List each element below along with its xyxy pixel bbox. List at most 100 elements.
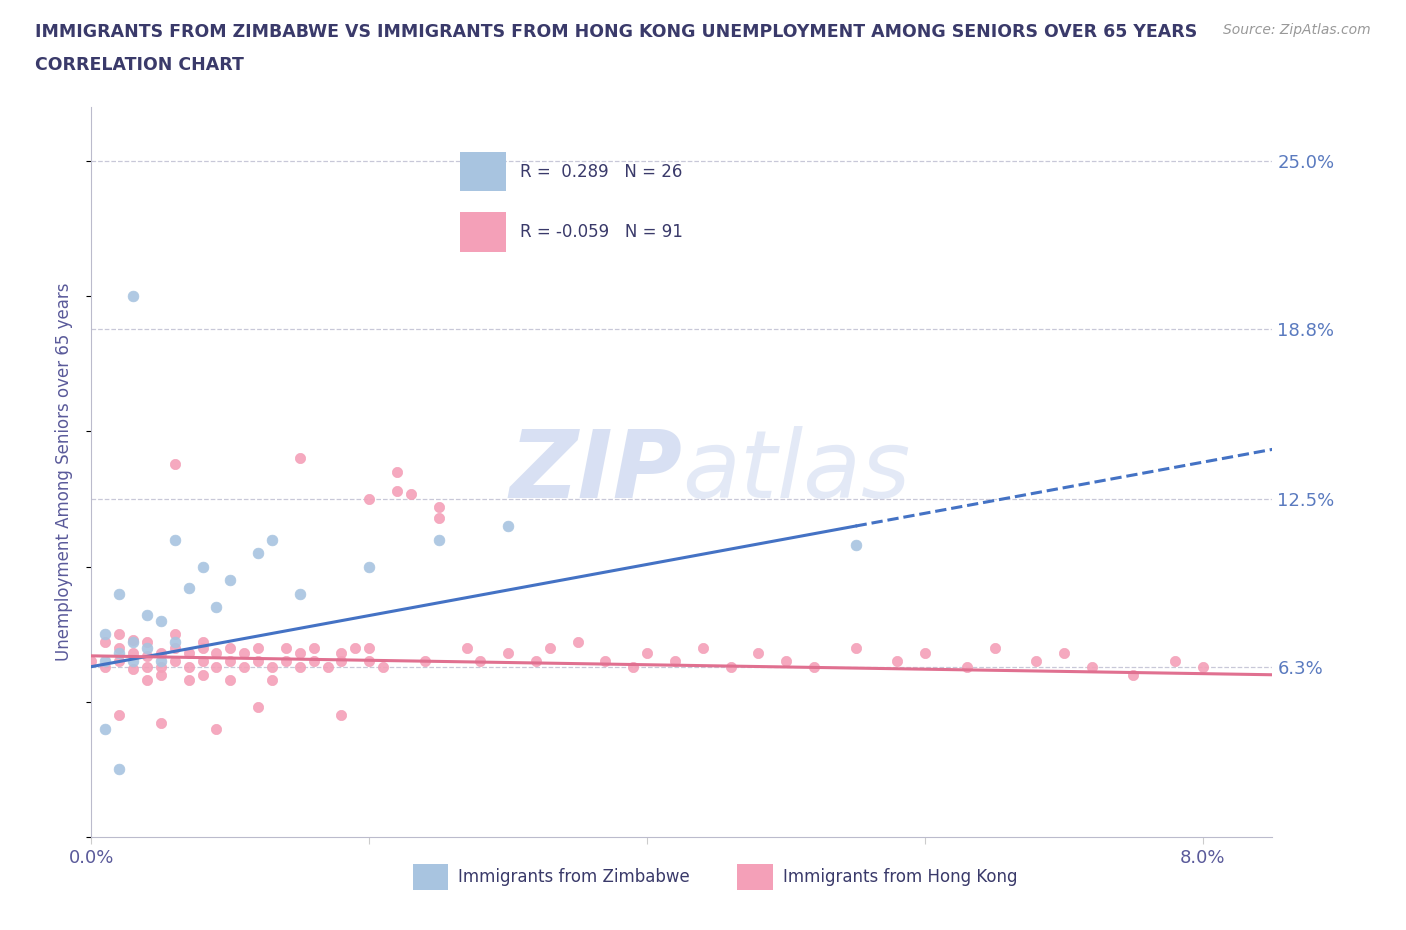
Point [385, 484, 408, 498]
Point [373, 659, 395, 674]
Point [205, 600, 228, 615]
Point [177, 581, 200, 596]
Point [149, 659, 172, 674]
Point [177, 645, 200, 660]
Point [1025, 654, 1047, 669]
Point [359, 654, 381, 669]
Point [385, 465, 408, 480]
Point [205, 645, 228, 660]
Point [233, 659, 256, 674]
Y-axis label: Unemployment Among Seniors over 65 years: Unemployment Among Seniors over 65 years [55, 283, 73, 661]
Point [496, 519, 519, 534]
Point [274, 640, 297, 655]
Text: CORRELATION CHART: CORRELATION CHART [35, 56, 245, 73]
Point [191, 559, 214, 574]
Point [94, 659, 117, 674]
Point [302, 640, 325, 655]
Point [260, 672, 283, 687]
Point [720, 659, 742, 674]
Point [636, 645, 658, 660]
Point [595, 654, 617, 669]
Point [886, 654, 908, 669]
Point [692, 640, 714, 655]
Point [149, 654, 172, 669]
Point [94, 654, 117, 669]
Point [470, 654, 492, 669]
Point [330, 654, 353, 669]
Point [177, 659, 200, 674]
Point [1081, 659, 1104, 674]
Point [399, 486, 422, 501]
Point [122, 289, 145, 304]
Point [775, 654, 797, 669]
Point [330, 645, 353, 660]
Point [205, 722, 228, 737]
Point [302, 654, 325, 669]
Point [122, 632, 145, 647]
Text: atlas: atlas [682, 427, 910, 517]
Point [191, 640, 214, 655]
Point [288, 659, 311, 674]
Point [914, 645, 936, 660]
Point [567, 635, 589, 650]
Point [122, 645, 145, 660]
Point [136, 659, 159, 674]
Point [664, 654, 686, 669]
Point [122, 662, 145, 677]
Point [1164, 654, 1187, 669]
Point [247, 699, 270, 714]
Point [330, 708, 353, 723]
Point [108, 586, 131, 601]
Point [108, 627, 131, 642]
Point [94, 722, 117, 737]
Point [80, 654, 103, 669]
Point [621, 659, 644, 674]
Text: IMMIGRANTS FROM ZIMBABWE VS IMMIGRANTS FROM HONG KONG UNEMPLOYMENT AMONG SENIORS: IMMIGRANTS FROM ZIMBABWE VS IMMIGRANTS F… [35, 23, 1198, 41]
Point [219, 672, 242, 687]
Point [136, 635, 159, 650]
Text: ZIP: ZIP [509, 426, 682, 518]
Point [163, 457, 186, 472]
Point [456, 640, 478, 655]
Point [122, 654, 145, 669]
Point [191, 668, 214, 683]
Point [163, 627, 186, 642]
Point [538, 640, 561, 655]
Point [94, 635, 117, 650]
Point [191, 635, 214, 650]
Point [177, 672, 200, 687]
Point [205, 659, 228, 674]
Point [344, 640, 367, 655]
Point [288, 645, 311, 660]
Point [803, 659, 825, 674]
Point [359, 492, 381, 507]
Text: Source: ZipAtlas.com: Source: ZipAtlas.com [1223, 23, 1371, 37]
Point [163, 532, 186, 547]
Point [288, 451, 311, 466]
Point [247, 546, 270, 561]
Point [260, 659, 283, 674]
Point [845, 640, 868, 655]
Point [1053, 645, 1076, 660]
Point [163, 654, 186, 669]
Point [524, 654, 547, 669]
Point [136, 648, 159, 663]
Point [94, 627, 117, 642]
Point [136, 608, 159, 623]
Point [191, 654, 214, 669]
Point [496, 645, 519, 660]
Point [1122, 668, 1144, 683]
Point [149, 613, 172, 628]
Point [747, 645, 769, 660]
Point [956, 659, 979, 674]
Point [219, 640, 242, 655]
Point [413, 654, 436, 669]
Point [108, 762, 131, 777]
Point [149, 716, 172, 731]
Point [219, 573, 242, 588]
Point [274, 654, 297, 669]
Point [316, 659, 339, 674]
Point [219, 654, 242, 669]
Point [108, 645, 131, 660]
Point [163, 640, 186, 655]
